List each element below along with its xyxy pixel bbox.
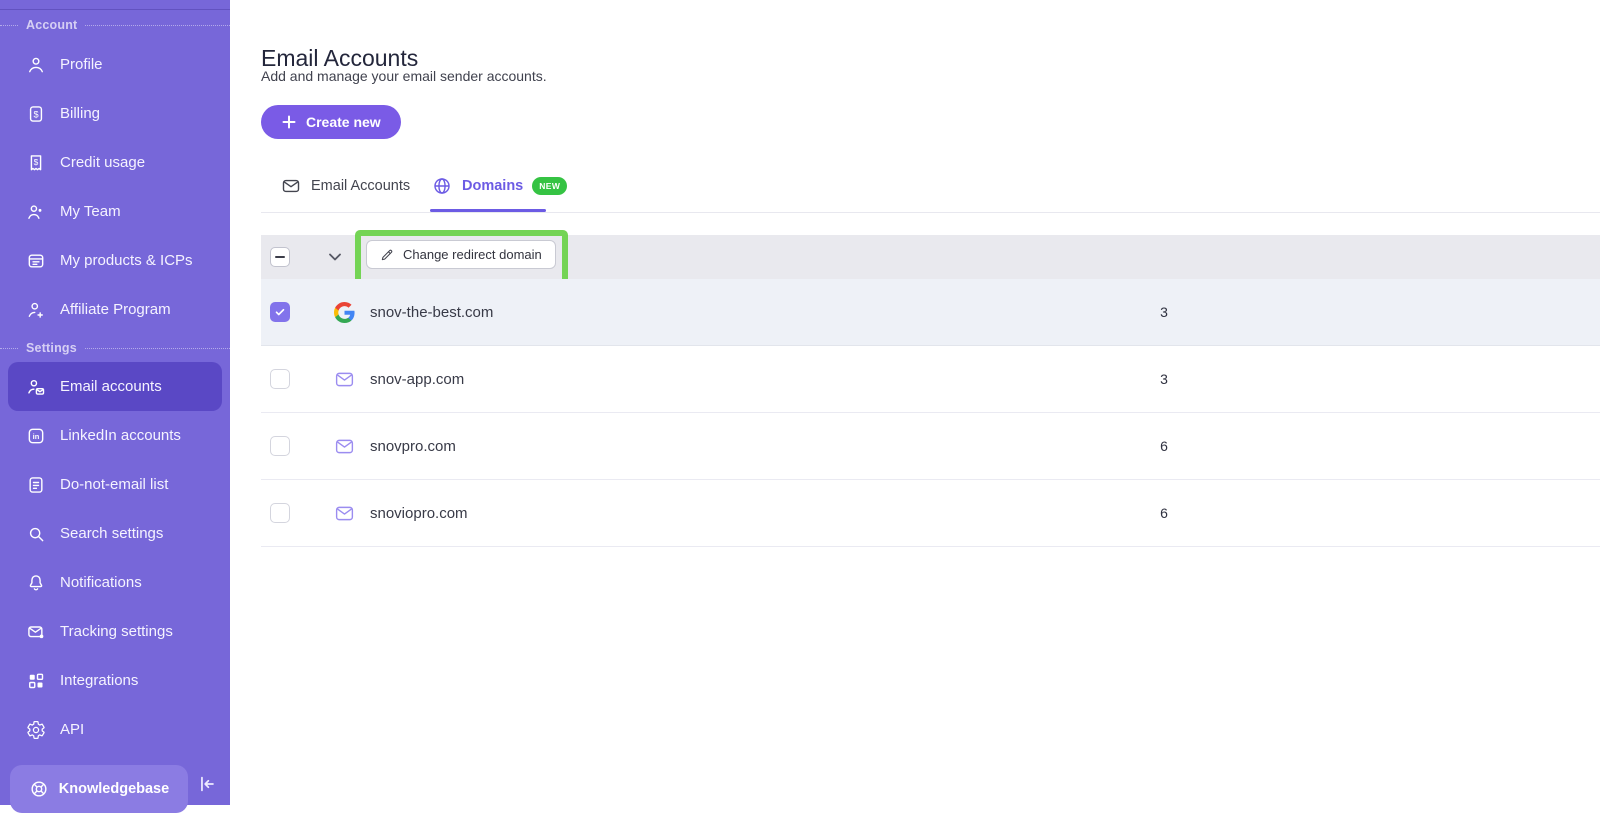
pencil-icon [380, 248, 394, 262]
sidebar-item-label: Notifications [60, 574, 142, 591]
sidebar-item-email-accounts[interactable]: Email accounts [8, 362, 222, 411]
sidebar-item-notifications[interactable]: Notifications [8, 558, 222, 607]
table-header-row: Change redirect domain [261, 230, 1600, 285]
sidebar-item-label: My products & ICPs [60, 252, 193, 269]
linkedin-icon: in [26, 426, 46, 446]
change-redirect-domain-label: Change redirect domain [403, 247, 542, 262]
envelope-icon [334, 369, 355, 390]
envelope-icon [334, 503, 355, 524]
account-count: 3 [1160, 304, 1168, 320]
search-icon [26, 524, 46, 544]
sidebar-item-profile[interactable]: Profile [8, 40, 222, 89]
row-checkbox[interactable] [270, 436, 290, 456]
envelope-icon [281, 176, 301, 196]
sidebar-item-label: Affiliate Program [60, 301, 171, 318]
collapse-sidebar-icon[interactable] [196, 773, 218, 795]
sidebar-item-api[interactable]: API [8, 705, 222, 754]
tab-domains[interactable]: Domains NEW [432, 176, 568, 196]
account-count: 3 [1160, 371, 1168, 387]
chevron-down-icon[interactable] [328, 252, 342, 262]
credit-usage-icon: $ [26, 153, 46, 173]
main-content: Email Accounts Add and manage your email… [230, 0, 1600, 805]
sidebar-item-billing[interactable]: $ Billing [8, 89, 222, 138]
account-count: 6 [1160, 505, 1168, 521]
row-checkbox-checked[interactable] [270, 302, 290, 322]
sidebar: Account Profile $ Billing $ Credit usage… [0, 0, 230, 813]
tab-email-accounts[interactable]: Email Accounts [281, 176, 410, 196]
svg-text:$: $ [34, 157, 39, 167]
sidebar-item-do-not-email-list[interactable]: Do-not-email list [8, 460, 222, 509]
sidebar-item-tracking-settings[interactable]: Tracking settings [8, 607, 222, 656]
lifebuoy-icon [29, 779, 49, 799]
google-icon [334, 301, 355, 323]
account-count: 6 [1160, 438, 1168, 454]
sidebar-item-linkedin-accounts[interactable]: in LinkedIn accounts [8, 411, 222, 460]
billing-icon: $ [26, 104, 46, 124]
page-title: Email Accounts [261, 45, 419, 72]
svg-text:in: in [33, 431, 40, 440]
sidebar-item-label: Email accounts [60, 378, 162, 395]
sidebar-section-label: Account [26, 18, 78, 32]
sidebar-item-affiliate-program[interactable]: Affiliate Program [8, 285, 222, 334]
domain-name: snov-app.com [370, 370, 465, 388]
sidebar-item-label: Integrations [60, 672, 139, 689]
knowledgebase-label: Knowledgebase [58, 781, 170, 797]
sidebar-item-label: Credit usage [60, 154, 146, 171]
table-row[interactable]: snoviopro.com 6 [261, 480, 1600, 547]
globe-icon [432, 176, 452, 196]
change-redirect-domain-button[interactable]: Change redirect domain [366, 240, 556, 269]
sidebar-item-my-team[interactable]: My Team [8, 187, 222, 236]
table-row[interactable]: snov-app.com 3 [261, 346, 1600, 413]
team-icon [26, 202, 46, 222]
select-all-checkbox[interactable] [270, 247, 290, 267]
sidebar-item-label: Do-not-email list [60, 476, 169, 493]
bell-icon [26, 573, 46, 593]
domain-name: snoviopro.com [370, 504, 468, 522]
email-accounts-icon [26, 377, 46, 397]
sidebar-section-label: Settings [26, 341, 77, 355]
sidebar-item-label: My Team [60, 203, 121, 220]
tabs-divider [261, 212, 1600, 213]
domains-table: snov-the-best.com 3 snov-app.com 3 snovp… [261, 279, 1600, 547]
create-new-label: Create new [306, 114, 381, 130]
knowledgebase-button[interactable]: Knowledgebase [10, 765, 188, 813]
sidebar-item-my-products[interactable]: My products & ICPs [8, 236, 222, 285]
table-row[interactable]: snovpro.com 6 [261, 413, 1600, 480]
affiliate-icon [26, 300, 46, 320]
sidebar-item-label: Profile [60, 56, 103, 73]
sidebar-item-label: Billing [60, 105, 101, 122]
sidebar-item-search-settings[interactable]: Search settings [8, 509, 222, 558]
page-subtitle: Add and manage your email sender account… [261, 68, 547, 84]
sidebar-item-label: Search settings [60, 525, 164, 542]
tracking-icon [26, 622, 46, 642]
products-icon [26, 251, 46, 271]
row-checkbox[interactable] [270, 503, 290, 523]
sidebar-top-divider [0, 0, 230, 10]
integrations-icon [26, 671, 46, 691]
row-checkbox[interactable] [270, 369, 290, 389]
sidebar-section-settings: Settings [0, 334, 230, 362]
sidebar-section-account: Account [0, 10, 230, 40]
do-not-email-icon [26, 475, 46, 495]
table-row[interactable]: snov-the-best.com 3 [261, 279, 1600, 346]
sidebar-item-credit-usage[interactable]: $ Credit usage [8, 138, 222, 187]
domain-name: snov-the-best.com [370, 303, 494, 321]
tab-label: Email Accounts [311, 178, 411, 194]
sidebar-item-label: Tracking settings [60, 623, 173, 640]
gear-icon [26, 720, 46, 740]
active-tab-underline [430, 209, 546, 212]
sidebar-item-integrations[interactable]: Integrations [8, 656, 222, 705]
svg-text:$: $ [33, 109, 38, 119]
plus-icon [281, 114, 297, 130]
sidebar-item-label: API [60, 721, 85, 738]
tab-label: Domains [462, 178, 524, 194]
sidebar-item-label: LinkedIn accounts [60, 427, 181, 444]
envelope-icon [334, 436, 355, 457]
domain-name: snovpro.com [370, 437, 456, 455]
profile-icon [26, 55, 46, 75]
create-new-button[interactable]: Create new [261, 105, 401, 139]
new-badge: NEW [532, 177, 568, 195]
